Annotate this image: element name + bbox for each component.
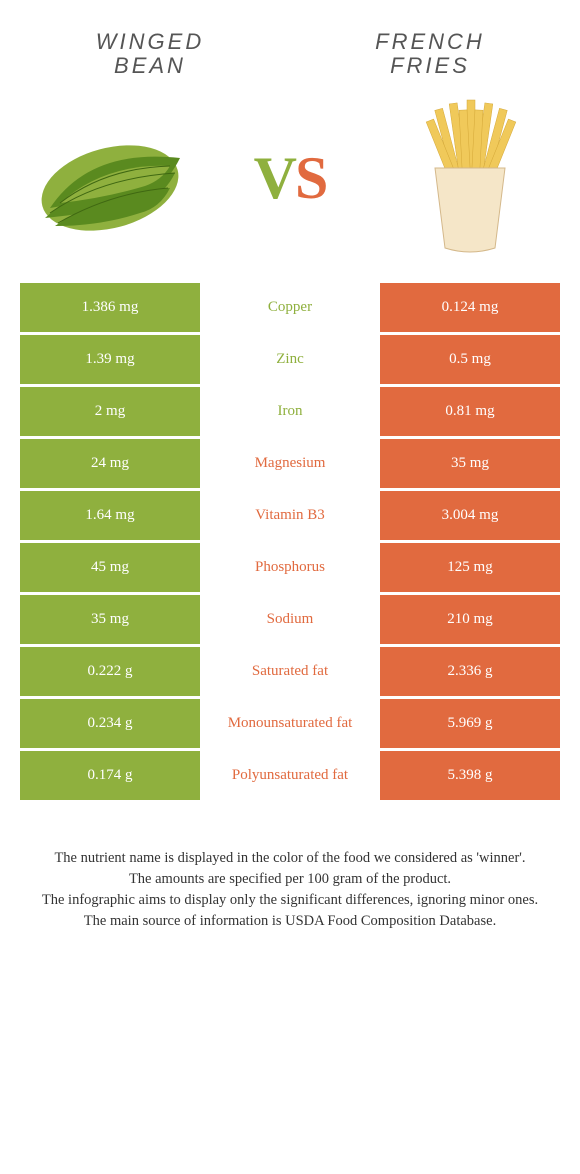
cell-nutrient-label: Monounsaturated fat xyxy=(200,699,380,748)
cell-left-value: 35 mg xyxy=(20,595,200,644)
cell-nutrient-label: Vitamin B3 xyxy=(200,491,380,540)
cell-left-value: 2 mg xyxy=(20,387,200,436)
cell-left-value: 1.39 mg xyxy=(20,335,200,384)
cell-left-value: 45 mg xyxy=(20,543,200,592)
left-title-line2: Bean xyxy=(114,53,186,78)
footer-line1: The nutrient name is displayed in the co… xyxy=(30,848,550,869)
cell-right-value: 35 mg xyxy=(380,439,560,488)
cell-right-value: 210 mg xyxy=(380,595,560,644)
table-row: 1.386 mgCopper0.124 mg xyxy=(20,283,560,332)
cell-nutrient-label: Phosphorus xyxy=(200,543,380,592)
table-row: 0.174 gPolyunsaturated fat5.398 g xyxy=(20,751,560,800)
left-title-line1: Winged xyxy=(96,29,204,54)
comparison-table: 1.386 mgCopper0.124 mg1.39 mgZinc0.5 mg2… xyxy=(0,283,580,800)
cell-nutrient-label: Zinc xyxy=(200,335,380,384)
cell-nutrient-label: Saturated fat xyxy=(200,647,380,696)
cell-left-value: 0.234 g xyxy=(20,699,200,748)
images-row: VS xyxy=(0,98,580,283)
right-title-line2: Fries xyxy=(390,53,470,78)
vs-v: V xyxy=(254,145,295,211)
left-title: Winged Bean xyxy=(60,30,240,78)
table-row: 2 mgIron0.81 mg xyxy=(20,387,560,436)
titles-row: Winged Bean French Fries xyxy=(0,0,580,98)
cell-nutrient-label: Magnesium xyxy=(200,439,380,488)
cell-nutrient-label: Polyunsaturated fat xyxy=(200,751,380,800)
cell-nutrient-label: Copper xyxy=(200,283,380,332)
winged-bean-image xyxy=(30,98,190,258)
cell-left-value: 1.64 mg xyxy=(20,491,200,540)
right-title: French Fries xyxy=(340,30,520,78)
cell-left-value: 0.174 g xyxy=(20,751,200,800)
footer-notes: The nutrient name is displayed in the co… xyxy=(0,803,580,932)
cell-nutrient-label: Sodium xyxy=(200,595,380,644)
cell-left-value: 24 mg xyxy=(20,439,200,488)
cell-nutrient-label: Iron xyxy=(200,387,380,436)
vs-s: S xyxy=(295,145,326,211)
vs-label: VS xyxy=(254,144,327,213)
footer-line3: The infographic aims to display only the… xyxy=(30,890,550,911)
cell-right-value: 125 mg xyxy=(380,543,560,592)
cell-left-value: 0.222 g xyxy=(20,647,200,696)
table-row: 24 mgMagnesium35 mg xyxy=(20,439,560,488)
cell-right-value: 2.336 g xyxy=(380,647,560,696)
table-row: 1.39 mgZinc0.5 mg xyxy=(20,335,560,384)
table-row: 0.222 gSaturated fat2.336 g xyxy=(20,647,560,696)
table-row: 35 mgSodium210 mg xyxy=(20,595,560,644)
table-row: 1.64 mgVitamin B33.004 mg xyxy=(20,491,560,540)
cell-right-value: 0.5 mg xyxy=(380,335,560,384)
cell-right-value: 5.398 g xyxy=(380,751,560,800)
cell-left-value: 1.386 mg xyxy=(20,283,200,332)
cell-right-value: 3.004 mg xyxy=(380,491,560,540)
table-row: 45 mgPhosphorus125 mg xyxy=(20,543,560,592)
right-title-line1: French xyxy=(375,29,485,54)
footer-line4: The main source of information is USDA F… xyxy=(30,911,550,932)
cell-right-value: 0.81 mg xyxy=(380,387,560,436)
cell-right-value: 5.969 g xyxy=(380,699,560,748)
table-row: 0.234 gMonounsaturated fat5.969 g xyxy=(20,699,560,748)
footer-line2: The amounts are specified per 100 gram o… xyxy=(30,869,550,890)
cell-right-value: 0.124 mg xyxy=(380,283,560,332)
french-fries-image xyxy=(390,98,550,258)
